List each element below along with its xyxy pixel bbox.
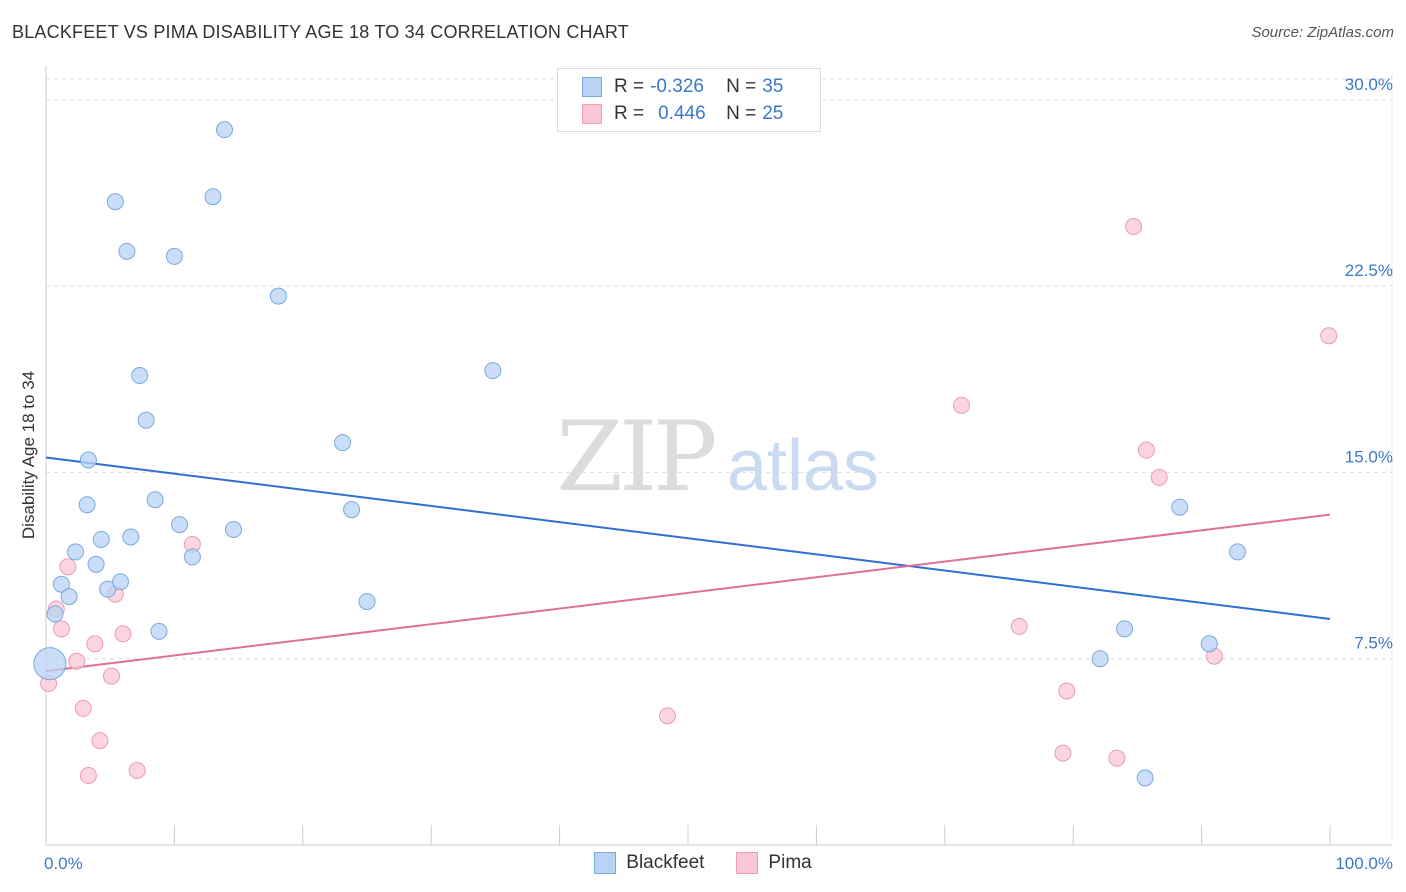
data-points (33, 121, 1338, 787)
pima-swatch (582, 104, 602, 124)
blackfeet-point[interactable] (150, 622, 168, 640)
blackfeet-point[interactable] (146, 491, 164, 509)
blackfeet-point[interactable] (269, 287, 287, 305)
pima-point[interactable] (128, 761, 146, 779)
pima-point[interactable] (79, 766, 97, 784)
chart-title: BLACKFEET VS PIMA DISABILITY AGE 18 TO 3… (12, 22, 630, 42)
pima-point[interactable] (1137, 441, 1155, 459)
blackfeet-point[interactable] (99, 580, 117, 598)
blackfeet-point[interactable] (52, 575, 70, 593)
watermark: ZIP atlas (556, 401, 879, 513)
blackfeet-point[interactable] (358, 593, 376, 611)
blackfeet-point[interactable] (224, 521, 242, 539)
legend-item-pima[interactable]: Pima (736, 852, 812, 874)
blackfeet-point[interactable] (78, 496, 96, 514)
pima-point[interactable] (114, 625, 132, 643)
blackfeet-point[interactable] (183, 548, 201, 566)
blackfeet-point[interactable] (1116, 620, 1134, 638)
y-tick-label: 22.5% (1345, 261, 1393, 280)
n-label: N = (726, 76, 757, 97)
blackfeet-point[interactable] (1091, 650, 1109, 668)
blackfeet-point[interactable] (111, 573, 129, 591)
y-tick-label: 15.0% (1345, 447, 1393, 466)
blackfeet-swatch (582, 77, 602, 97)
watermark-zip: ZIP (556, 401, 715, 513)
trend-lines (45, 456, 1331, 673)
blackfeet-legend-swatch (594, 852, 617, 874)
x-tick-label-min: 0.0% (44, 854, 83, 873)
stats-row-pima: R = 0.446 N = 25 (582, 101, 783, 127)
series-legend: Blackfeet Pima (0, 852, 1406, 874)
blackfeet-point[interactable] (1200, 635, 1218, 653)
blackfeet-point[interactable] (1136, 769, 1154, 787)
pima-point[interactable] (59, 558, 77, 576)
blackfeet-point[interactable] (165, 247, 183, 265)
blackfeet-point[interactable] (204, 188, 222, 206)
blackfeet-point[interactable] (1229, 543, 1247, 561)
pima-point[interactable] (1010, 617, 1028, 635)
pima-point[interactable] (1150, 468, 1168, 486)
r-label: R = (614, 103, 645, 124)
pima-point[interactable] (1054, 744, 1072, 762)
pima-point[interactable] (91, 732, 109, 750)
y-tick-label: 7.5% (1354, 634, 1393, 653)
legend-label-pima: Pima (768, 852, 812, 873)
y-tick-label: 30.0% (1345, 75, 1393, 94)
pima-point[interactable] (74, 699, 92, 717)
pima-legend-swatch (736, 852, 759, 874)
x-tick-label-max: 100.0% (1335, 854, 1393, 873)
n-label: N = (726, 103, 757, 124)
stats-legend: R = -0.326 N = 35 R = 0.446 N = 25 (557, 68, 821, 132)
watermark-atlas: atlas (727, 426, 879, 506)
blackfeet-point[interactable] (171, 516, 189, 534)
pima-point[interactable] (952, 396, 970, 414)
blackfeet-point[interactable] (215, 121, 233, 139)
pima-point[interactable] (658, 707, 676, 725)
blackfeet-point[interactable] (67, 543, 85, 561)
y-axis-label: Disability Age 18 to 34 (19, 371, 38, 539)
stats-row-blackfeet: R = -0.326 N = 35 (582, 74, 783, 100)
r-value: 0.446 (658, 103, 706, 124)
pima-point[interactable] (1320, 327, 1338, 345)
blackfeet-point[interactable] (60, 588, 78, 606)
blackfeet-point[interactable] (484, 362, 502, 380)
blackfeet-point[interactable] (33, 647, 67, 681)
blackfeet-point[interactable] (343, 501, 361, 519)
n-value: 25 (762, 103, 784, 124)
pima-point[interactable] (1108, 749, 1126, 767)
n-value: 35 (762, 76, 784, 97)
axes (45, 66, 1392, 846)
pima-point[interactable] (1125, 218, 1143, 236)
blackfeet-point[interactable] (131, 367, 149, 385)
blackfeet-point[interactable] (92, 530, 110, 548)
blackfeet-point[interactable] (106, 193, 124, 211)
pima-point[interactable] (68, 652, 86, 670)
tick-labels: 7.5% 15.0% 22.5% 30.0% 0.0% 100.0% (44, 75, 1393, 873)
source-note: Source: ZipAtlas.com (1251, 24, 1394, 41)
grid-lines (46, 75, 1393, 845)
blackfeet-point[interactable] (118, 242, 136, 260)
legend-item-blackfeet[interactable]: Blackfeet (594, 852, 704, 874)
pima-point[interactable] (86, 635, 104, 653)
legend-label-blackfeet: Blackfeet (626, 852, 705, 873)
pima-point[interactable] (52, 620, 70, 638)
pima-point[interactable] (1058, 682, 1076, 700)
blackfeet-point[interactable] (87, 555, 105, 573)
r-label: R = (614, 76, 645, 97)
blackfeet-point[interactable] (137, 411, 155, 429)
blackfeet-point[interactable] (334, 434, 352, 452)
trend-line-pima (45, 513, 1331, 673)
pima-point[interactable] (102, 667, 120, 685)
blackfeet-point[interactable] (1171, 498, 1189, 516)
blackfeet-point[interactable] (79, 451, 97, 469)
blackfeet-point[interactable] (46, 605, 64, 623)
trend-line-blackfeet (45, 456, 1331, 620)
blackfeet-point[interactable] (122, 528, 140, 546)
r-value: -0.326 (650, 76, 704, 97)
